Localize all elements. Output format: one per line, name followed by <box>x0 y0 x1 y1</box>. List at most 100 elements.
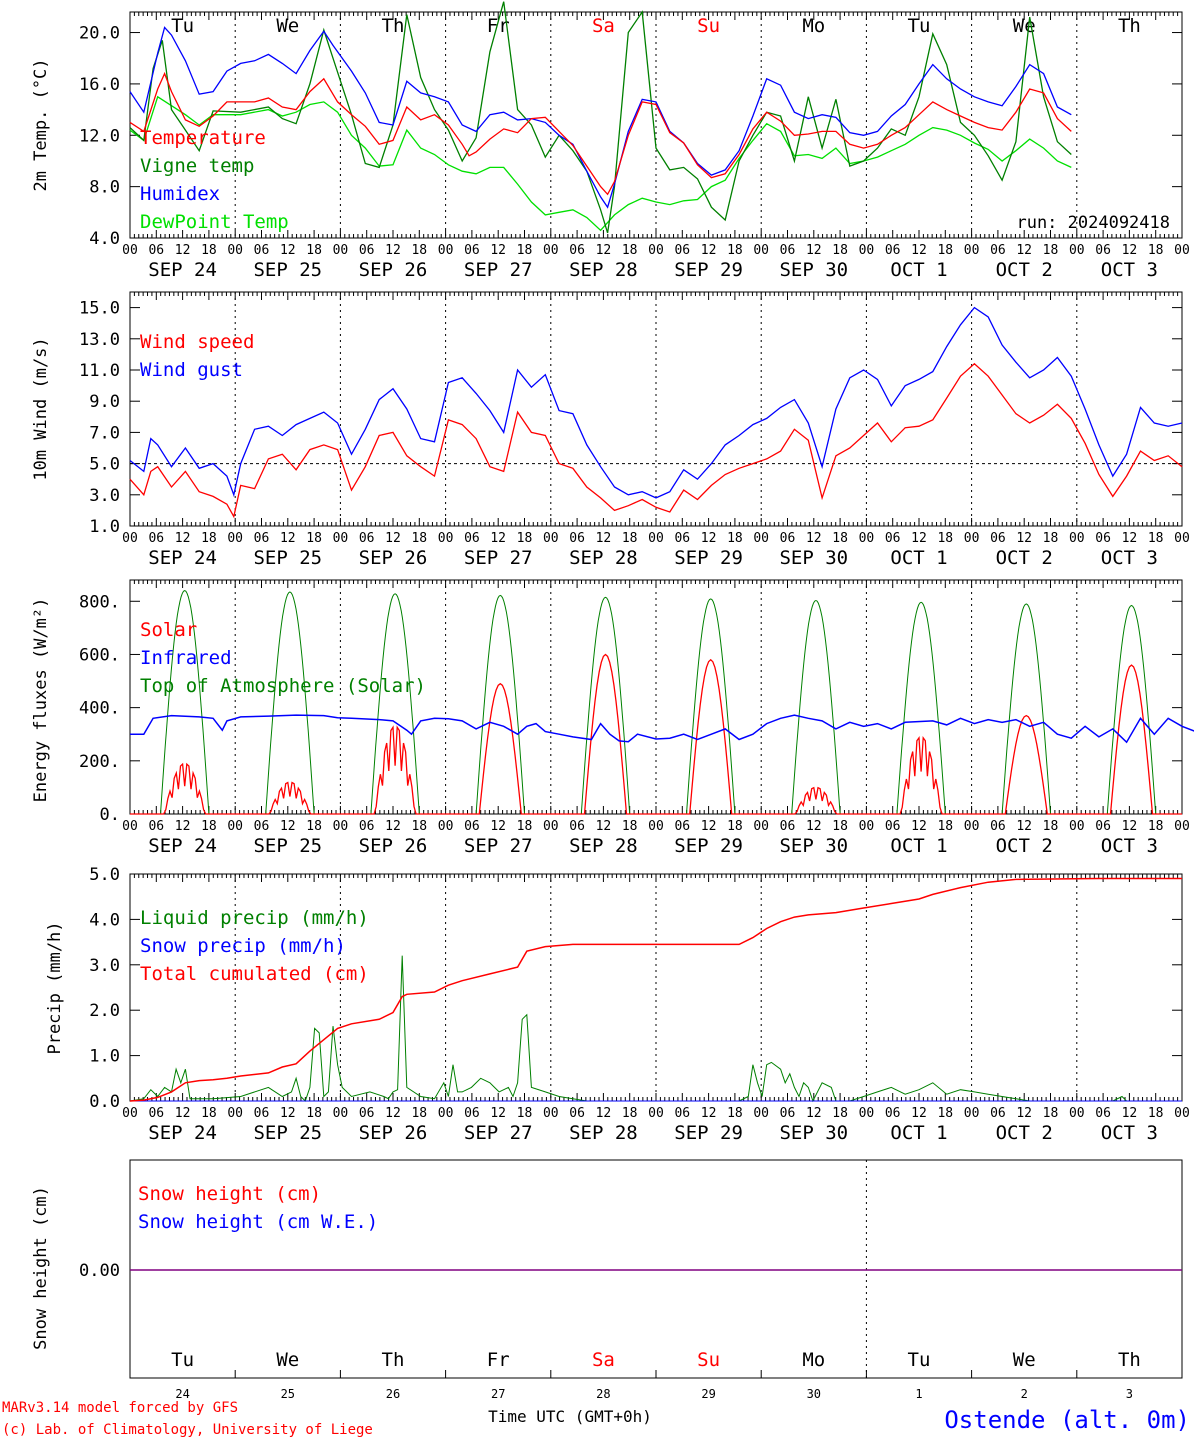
legend-entry: Snow height (cm) <box>138 1183 321 1205</box>
x-tick-label: 06 <box>674 531 690 546</box>
x-tick-label: 18 <box>727 1106 743 1121</box>
x-tick-label: 06 <box>148 1106 164 1121</box>
wind-series-line <box>129 362 1183 519</box>
date-label: OCT 1 <box>890 259 947 281</box>
y-tick-label: 3.0 <box>89 956 120 976</box>
x-tick-label: 12 <box>175 819 191 834</box>
legend-entry: Infrared <box>140 647 232 669</box>
x-tick-label: 18 <box>306 819 322 834</box>
date-label: SEP 30 <box>779 1122 848 1144</box>
date-label: SEP 26 <box>359 835 428 857</box>
x-tick-label: 18 <box>201 1106 217 1121</box>
y-tick-label: 200. <box>79 752 120 772</box>
x-tick-label: 06 <box>254 1106 270 1121</box>
solar-line <box>656 658 762 815</box>
date-label: SEP 24 <box>148 259 217 281</box>
x-tick-label: 12 <box>280 243 296 258</box>
x-tick-label: 12 <box>596 531 612 546</box>
x-tick-label: 18 <box>937 1106 953 1121</box>
y-tick-label: 11.0 <box>79 361 120 381</box>
x-tick-label: 06 <box>1095 531 1111 546</box>
x-tick-label: 06 <box>1095 1106 1111 1121</box>
x-tick-label: 06 <box>885 243 901 258</box>
x-tick-label: 18 <box>411 819 427 834</box>
x-axis-title: Time UTC (GMT+0h) <box>488 1407 652 1426</box>
weekday-label: Sa <box>592 15 615 37</box>
x-tick-label: 18 <box>937 243 953 258</box>
x-tick-label: 12 <box>280 531 296 546</box>
date-label: OCT 2 <box>996 259 1053 281</box>
x-tick-label: 18 <box>306 243 322 258</box>
date-label: SEP 26 <box>359 547 428 569</box>
x-tick-label: 12 <box>385 243 401 258</box>
x-tick-label: 18 <box>937 531 953 546</box>
toa-solar-line <box>971 603 1077 815</box>
date-label: OCT 1 <box>890 547 947 569</box>
x-tick-label: 12 <box>1016 819 1032 834</box>
day-number-label: 27 <box>491 1387 505 1401</box>
x-tick-label: 06 <box>780 243 796 258</box>
y-tick-label: 600. <box>79 645 120 665</box>
x-tick-label: 18 <box>937 819 953 834</box>
date-label: SEP 28 <box>569 1122 638 1144</box>
x-tick-label: 00 <box>964 1106 980 1121</box>
x-tick-label: 06 <box>464 243 480 258</box>
x-tick-label: 12 <box>806 1106 822 1121</box>
x-tick-label: 18 <box>832 819 848 834</box>
x-tick-label: 06 <box>780 531 796 546</box>
y-tick-label: 15.0 <box>79 299 120 319</box>
solar-line <box>761 786 867 815</box>
date-label: SEP 27 <box>464 547 533 569</box>
y-tick-label: 12.0 <box>79 126 120 146</box>
x-tick-label: 06 <box>990 1106 1006 1121</box>
date-label: OCT 2 <box>996 1122 1053 1144</box>
x-tick-label: 00 <box>859 243 875 258</box>
weekday-label: Sa <box>592 1349 615 1371</box>
toa-solar-line <box>1076 604 1182 815</box>
day-number-label: 3 <box>1126 1387 1133 1401</box>
y-axis-label: 10m Wind (m/s) <box>31 337 51 480</box>
y-axis-label: Precip (mm/h) <box>45 921 65 1054</box>
x-tick-label: 06 <box>990 243 1006 258</box>
x-tick-label: 00 <box>227 531 243 546</box>
date-label: SEP 25 <box>253 547 322 569</box>
solar-line <box>235 781 341 815</box>
weekday-label: Tu <box>908 1349 931 1371</box>
date-label: OCT 1 <box>890 1122 947 1144</box>
weekday-label: Mo <box>802 1349 825 1371</box>
y-tick-label: 5.0 <box>89 865 120 885</box>
x-tick-label: 12 <box>175 531 191 546</box>
x-tick-label: 12 <box>596 243 612 258</box>
day-number-label: 30 <box>807 1387 821 1401</box>
y-tick-label: 8.0 <box>89 178 120 198</box>
toa-solar-line <box>235 591 341 815</box>
day-number-label: 25 <box>281 1387 295 1401</box>
x-tick-label: 00 <box>438 531 454 546</box>
series-line-2 <box>129 26 1072 209</box>
x-tick-label: 18 <box>622 819 638 834</box>
x-tick-label: 18 <box>832 1106 848 1121</box>
weekday-label: Th <box>1118 1349 1141 1371</box>
day-number-label: 26 <box>386 1387 400 1401</box>
y-tick-label: 16.0 <box>79 75 120 95</box>
weekday-label: We <box>276 15 299 37</box>
x-tick-label: 12 <box>490 1106 506 1121</box>
x-tick-label: 12 <box>280 819 296 834</box>
x-tick-label: 18 <box>1148 243 1164 258</box>
date-label: SEP 25 <box>253 259 322 281</box>
legend-entry: Total cumulated (cm) <box>140 963 369 985</box>
x-tick-label: 00 <box>227 243 243 258</box>
toa-solar-line <box>130 590 236 815</box>
x-tick-label: 12 <box>280 1106 296 1121</box>
legend-entry: Vigne temp <box>140 155 254 177</box>
date-label: SEP 29 <box>674 1122 743 1144</box>
x-tick-label: 06 <box>148 819 164 834</box>
weekday-label: Tu <box>171 15 194 37</box>
x-tick-label: 06 <box>674 819 690 834</box>
x-tick-label: 12 <box>1122 531 1138 546</box>
y-tick-label: 7.0 <box>89 423 120 443</box>
y-tick-label: 13.0 <box>79 330 120 350</box>
y-axis-label: 2m Temp. (°C) <box>31 58 51 191</box>
